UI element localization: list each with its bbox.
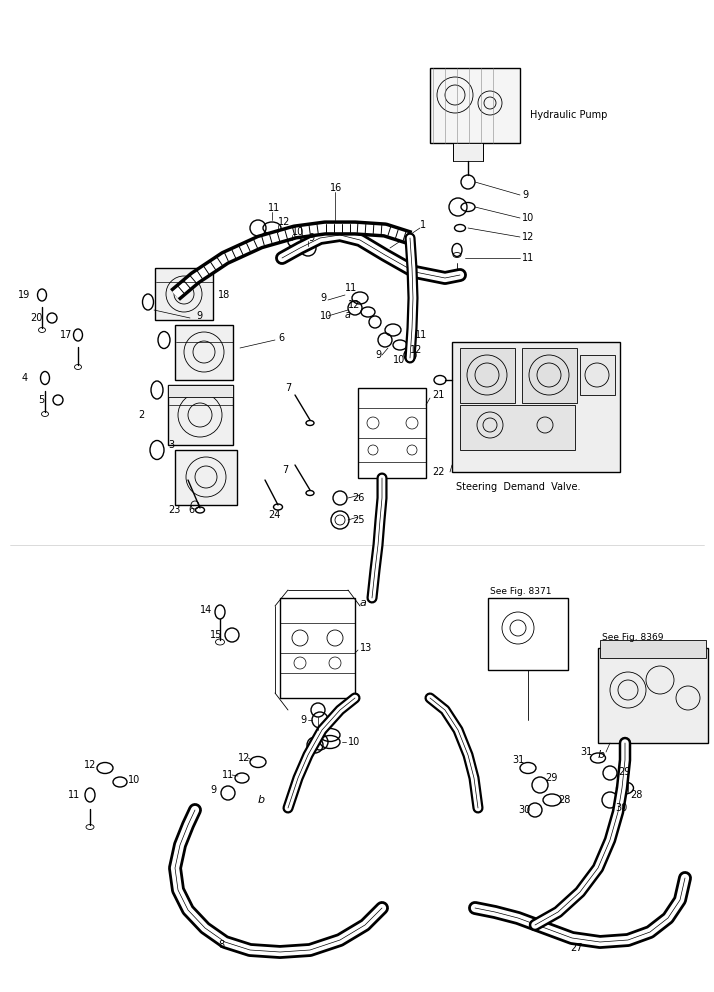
Text: 10: 10 [292,227,304,237]
Text: 29: 29 [618,767,630,777]
Text: 24: 24 [268,510,281,520]
Text: 11: 11 [68,790,80,800]
Bar [580,355,615,395]
Text: 30: 30 [518,805,531,815]
Text: 10: 10 [320,311,332,321]
Text: 31: 31 [580,747,592,757]
Bar [488,598,568,670]
Text: Steering  Demand  Valve.: Steering Demand Valve. [456,482,580,492]
Text: 12: 12 [278,217,291,227]
Text: 22: 22 [432,467,445,477]
Text: 8: 8 [218,940,224,950]
Text: 23: 23 [168,505,181,515]
Text: a: a [360,598,367,608]
Bar [598,648,708,743]
Text: 6: 6 [278,333,284,343]
Text: 21: 21 [432,390,444,400]
Text: See Fig. 8369: See Fig. 8369 [602,634,663,643]
Text: 15: 15 [210,630,222,640]
Text: b: b [258,795,265,805]
Text: 13: 13 [360,643,372,653]
Text: 19: 19 [18,290,30,300]
Text: 9: 9 [300,715,306,725]
Text: 12: 12 [84,760,96,770]
Text: 26: 26 [352,493,364,503]
Text: 11: 11 [522,253,534,263]
Bar [522,348,577,403]
Text: 29: 29 [545,773,558,783]
Text: 7: 7 [282,465,288,475]
Text: 5: 5 [38,395,44,405]
Bar [155,268,213,320]
Text: b: b [598,750,605,760]
Text: 14: 14 [200,605,212,615]
Bar [600,640,706,658]
Bar [168,385,233,445]
Text: 9: 9 [375,350,381,360]
Text: 12: 12 [348,300,361,310]
Text: 9: 9 [196,311,202,321]
Text: 20: 20 [30,313,42,323]
Text: 18: 18 [218,290,230,300]
Text: 7: 7 [285,383,291,393]
Text: 2: 2 [138,410,144,420]
Text: 11: 11 [222,770,234,780]
Text: Hydraulic Pump: Hydraulic Pump [530,110,608,120]
Text: 9: 9 [210,785,216,795]
Text: 30: 30 [615,803,628,813]
Bar [430,68,520,143]
Text: 10: 10 [393,355,406,365]
Bar [460,405,575,450]
Text: 25: 25 [352,515,365,525]
Text: 27: 27 [570,943,583,953]
Bar [358,388,426,478]
Text: 9: 9 [320,293,326,303]
Text: 12: 12 [238,753,251,763]
Bar [175,450,237,505]
Text: 31: 31 [512,755,524,765]
Bar [168,385,233,397]
Bar [453,143,483,161]
Text: 16: 16 [330,183,342,193]
Text: 4: 4 [22,373,28,383]
Text: See Fig. 8371: See Fig. 8371 [490,587,551,596]
Bar [460,348,515,403]
Text: 12: 12 [410,345,423,355]
Bar [452,342,620,472]
Bar [175,325,233,380]
Text: 28: 28 [630,790,643,800]
Text: 28: 28 [558,795,570,805]
Text: 10: 10 [348,737,361,747]
Text: 6: 6 [188,505,194,515]
Text: a: a [345,310,351,320]
Text: 12: 12 [522,232,534,242]
Text: 3: 3 [168,440,174,450]
Text: 10: 10 [522,213,534,223]
Text: 11: 11 [268,203,281,213]
Text: 17: 17 [60,330,72,340]
Bar [280,598,355,698]
Text: 11: 11 [345,283,357,293]
Text: 9: 9 [522,190,528,200]
Text: 11: 11 [415,330,427,340]
Text: 1: 1 [420,220,426,230]
Text: 9: 9 [308,233,314,243]
Text: 10: 10 [128,775,140,785]
